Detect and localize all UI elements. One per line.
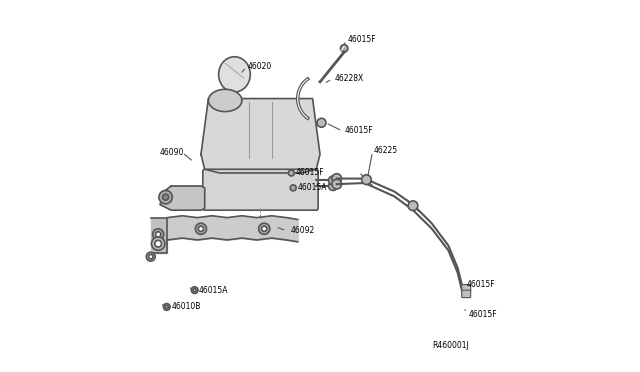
Text: 46010B: 46010B xyxy=(172,302,200,311)
Circle shape xyxy=(152,237,165,250)
Circle shape xyxy=(147,252,156,261)
Text: 46015A: 46015A xyxy=(298,183,327,192)
Circle shape xyxy=(289,170,294,176)
FancyBboxPatch shape xyxy=(203,169,318,210)
Text: 46225: 46225 xyxy=(374,146,398,155)
Ellipse shape xyxy=(219,57,250,92)
Circle shape xyxy=(156,232,161,237)
Circle shape xyxy=(332,174,342,183)
Text: 46015F: 46015F xyxy=(344,126,373,135)
Circle shape xyxy=(317,118,326,127)
Circle shape xyxy=(193,289,196,292)
Circle shape xyxy=(165,305,168,308)
Circle shape xyxy=(163,304,170,310)
Text: 46015F: 46015F xyxy=(348,35,376,44)
Text: 46092: 46092 xyxy=(291,226,314,235)
Text: 46015F: 46015F xyxy=(468,310,497,319)
Circle shape xyxy=(163,194,168,200)
Circle shape xyxy=(148,254,153,259)
Polygon shape xyxy=(201,99,320,173)
Circle shape xyxy=(198,226,204,231)
Ellipse shape xyxy=(209,89,242,112)
Text: R460001J: R460001J xyxy=(432,341,468,350)
Circle shape xyxy=(159,190,172,204)
Circle shape xyxy=(152,229,164,240)
Circle shape xyxy=(328,182,337,190)
Text: 46020: 46020 xyxy=(248,62,272,71)
Text: 46015A: 46015A xyxy=(199,286,228,295)
Circle shape xyxy=(291,185,296,191)
Polygon shape xyxy=(160,186,205,210)
Text: 46090: 46090 xyxy=(160,148,184,157)
Circle shape xyxy=(328,176,337,185)
Text: 46015F: 46015F xyxy=(467,280,495,289)
Circle shape xyxy=(362,175,371,185)
Text: 46228X: 46228X xyxy=(334,74,364,83)
FancyBboxPatch shape xyxy=(461,290,470,298)
Circle shape xyxy=(155,240,161,247)
Circle shape xyxy=(259,223,270,234)
Polygon shape xyxy=(151,218,168,253)
Circle shape xyxy=(332,179,342,189)
Circle shape xyxy=(408,201,418,211)
FancyBboxPatch shape xyxy=(461,285,470,292)
Circle shape xyxy=(195,223,207,234)
Circle shape xyxy=(340,45,348,52)
Circle shape xyxy=(191,287,198,294)
Text: 46015F: 46015F xyxy=(296,169,324,177)
Circle shape xyxy=(262,226,267,231)
